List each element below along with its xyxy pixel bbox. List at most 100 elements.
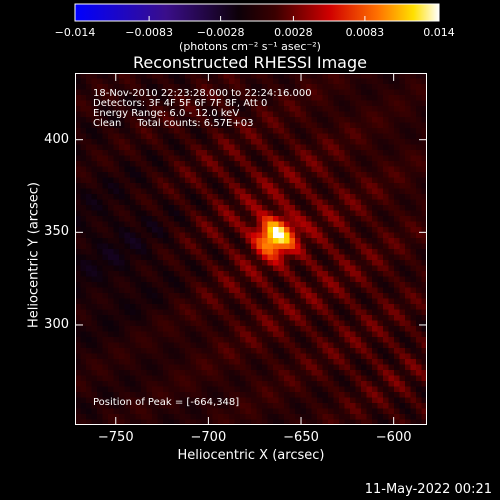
image-pixel [328, 183, 334, 189]
image-pixel [234, 298, 241, 305]
image-pixel [119, 194, 125, 200]
image-pixel [399, 348, 406, 354]
image-pixel [124, 89, 131, 96]
image-pixel [355, 386, 362, 393]
image-pixel [245, 210, 252, 217]
image-pixel [300, 348, 307, 354]
image-pixel [377, 342, 384, 349]
image-pixel [350, 293, 356, 299]
image-pixel [119, 78, 125, 85]
image-pixel [416, 276, 422, 283]
image-pixel [201, 150, 208, 156]
image-pixel [421, 177, 427, 184]
image-pixel [152, 326, 158, 332]
image-pixel [311, 254, 318, 261]
image-pixel [333, 155, 340, 162]
image-pixel [256, 370, 263, 376]
image-pixel [229, 166, 235, 173]
image-pixel [355, 177, 362, 184]
image-pixel [229, 271, 235, 277]
image-pixel [130, 210, 136, 217]
image-pixel [229, 260, 235, 266]
image-pixel [152, 254, 158, 261]
image-pixel [168, 293, 175, 299]
image-pixel [394, 144, 400, 151]
image-pixel [135, 381, 142, 387]
image-pixel [350, 298, 356, 305]
image-pixel [295, 260, 301, 266]
image-pixel [174, 260, 180, 266]
image-pixel [284, 271, 290, 277]
image-pixel [141, 315, 147, 321]
image-pixel [295, 315, 301, 321]
image-pixel [355, 359, 362, 365]
image-pixel [141, 150, 147, 156]
image-pixel [355, 315, 362, 321]
image-pixel [344, 111, 351, 118]
image-pixel [372, 89, 378, 96]
image-pixel [212, 238, 219, 244]
image-pixel [322, 293, 329, 299]
image-pixel [168, 276, 175, 283]
image-pixel [119, 89, 125, 96]
image-pixel [339, 166, 345, 173]
image-pixel [267, 359, 274, 365]
image-pixel [256, 128, 263, 134]
image-pixel [278, 95, 285, 101]
image-pixel [317, 73, 323, 79]
image-pixel [394, 254, 400, 261]
image-pixel [273, 183, 279, 189]
image-pixel [273, 73, 279, 79]
image-pixel [229, 177, 235, 184]
image-pixel [267, 309, 274, 316]
image-pixel [262, 392, 268, 398]
image-pixel [284, 408, 290, 415]
image-pixel [179, 309, 186, 316]
image-pixel [388, 232, 395, 239]
image-pixel [350, 287, 356, 294]
image-pixel [344, 353, 351, 360]
image-pixel [124, 210, 131, 217]
image-pixel [306, 392, 312, 398]
image-pixel [399, 381, 406, 387]
image-pixel [372, 106, 378, 112]
image-pixel [190, 95, 197, 101]
image-pixel [185, 364, 191, 371]
image-pixel [377, 381, 384, 387]
image-pixel [383, 122, 389, 129]
image-pixel [196, 364, 202, 371]
image-pixel [306, 271, 312, 277]
image-pixel [405, 249, 411, 255]
image-pixel [168, 309, 175, 316]
image-pixel [152, 304, 158, 310]
image-pixel [119, 364, 125, 371]
image-pixel [124, 386, 131, 393]
image-pixel [355, 271, 362, 277]
image-pixel [229, 188, 235, 195]
image-pixel [405, 232, 411, 239]
image-pixel [267, 342, 274, 349]
image-pixel [146, 408, 153, 415]
image-pixel [344, 216, 351, 222]
image-pixel [124, 238, 131, 244]
image-pixel [289, 249, 296, 255]
image-pixel [350, 375, 356, 382]
image-pixel [163, 298, 169, 305]
image-pixel [410, 315, 417, 321]
image-pixel [108, 155, 114, 162]
image-pixel [163, 392, 169, 398]
image-pixel [399, 111, 406, 118]
image-pixel [113, 315, 120, 321]
image-pixel [179, 326, 186, 332]
image-pixel [152, 260, 158, 266]
image-pixel [350, 122, 356, 129]
image-pixel [174, 238, 180, 244]
image-pixel [124, 249, 131, 255]
image-pixel [212, 348, 219, 354]
image-pixel [410, 414, 417, 420]
image-pixel [91, 183, 98, 189]
image-pixel [212, 133, 219, 140]
image-pixel [190, 227, 197, 233]
image-pixel [152, 100, 158, 107]
image-pixel [421, 89, 427, 96]
